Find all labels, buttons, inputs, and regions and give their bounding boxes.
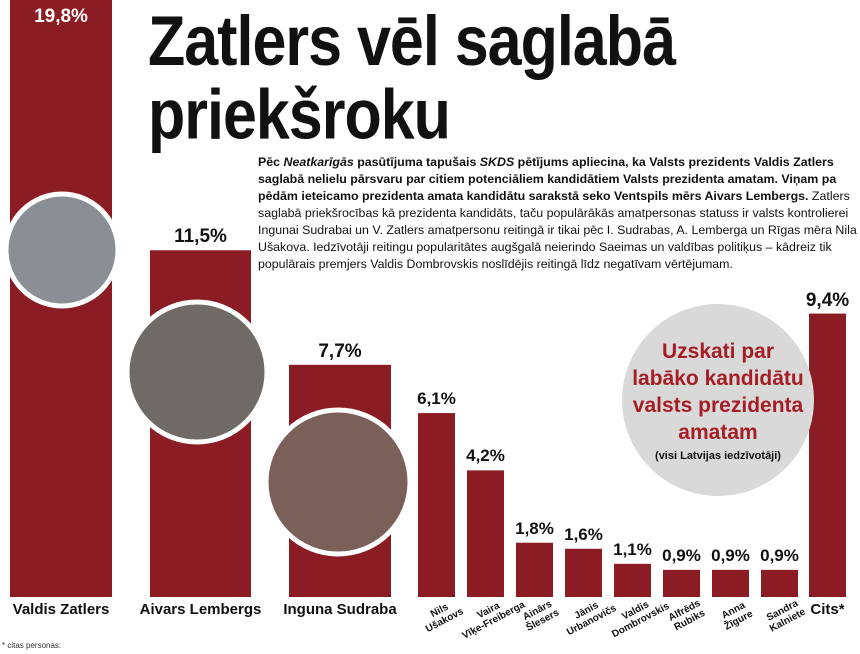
title: Zatlers vēl saglabā priekšroku bbox=[148, 1, 676, 154]
badge-title: Uzskati par labāko kandidātu valsts prez… bbox=[632, 340, 804, 444]
x-tick-label: Valdis Zatlers bbox=[12, 601, 110, 618]
value-label: 6,1% bbox=[417, 389, 456, 409]
value-label: 7,7% bbox=[318, 340, 362, 362]
badge-circle bbox=[622, 304, 814, 496]
bar bbox=[418, 413, 455, 597]
value-label: 9,4% bbox=[805, 289, 850, 311]
value-label: 0,9% bbox=[760, 545, 799, 565]
x-tick-label: Inguna Sudraba bbox=[283, 601, 397, 618]
bar bbox=[712, 569, 749, 597]
value-label: 1,6% bbox=[564, 524, 603, 544]
bar bbox=[614, 563, 651, 597]
bar bbox=[467, 470, 504, 597]
x-tick-label: Aivars Lembergs bbox=[139, 601, 262, 618]
value-label: 0,9% bbox=[711, 545, 750, 565]
x-tick-label: Cits* bbox=[810, 601, 845, 618]
badge-subtitle: (visi Latvijas iedzīvotāji) bbox=[655, 450, 781, 462]
bar bbox=[565, 548, 602, 597]
text-segment: Zatlers saglabā priekšrocības kā prezide… bbox=[258, 189, 857, 271]
bar bbox=[516, 542, 553, 597]
value-label: 1,1% bbox=[613, 539, 652, 559]
text-segment: SKDS bbox=[479, 155, 515, 169]
photo-lembergs bbox=[124, 299, 270, 445]
footnote: * citas personas: bbox=[2, 641, 62, 650]
article-text: Pēc Neatkarīgās pasūtījuma tapušais SKDS… bbox=[258, 154, 858, 273]
text-segment: pasūtījuma tapušais bbox=[353, 155, 480, 169]
photo-zatlers bbox=[3, 191, 121, 309]
bar bbox=[761, 569, 798, 597]
bar bbox=[809, 313, 846, 597]
value-label: 19,8% bbox=[34, 6, 88, 27]
text-segment: Neatkarīgās bbox=[283, 155, 354, 169]
value-label: 0,9% bbox=[662, 545, 701, 565]
text-segment: Pēc bbox=[258, 155, 284, 169]
photo-sudraba bbox=[263, 407, 413, 557]
value-label: 4,2% bbox=[466, 446, 505, 466]
text-segment: pētījums apliecina, ka Valsts prezidents… bbox=[258, 155, 837, 203]
value-label: 1,8% bbox=[515, 518, 554, 538]
badge: Uzskati par labāko kandidātu valsts prez… bbox=[628, 338, 808, 462]
value-label: 11,5% bbox=[174, 226, 227, 248]
bar bbox=[663, 569, 700, 597]
